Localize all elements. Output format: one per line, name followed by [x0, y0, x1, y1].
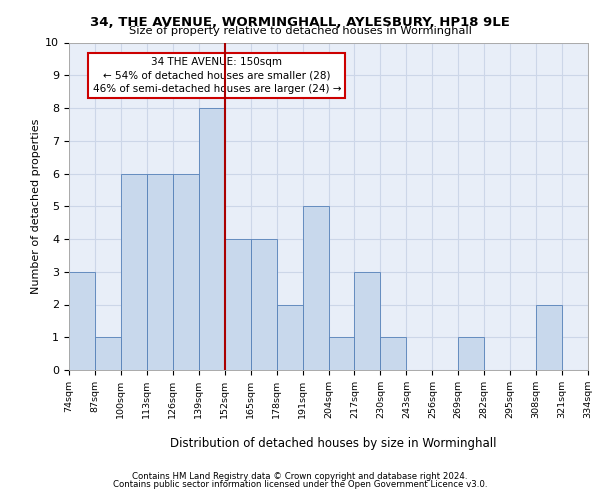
Bar	[199, 108, 224, 370]
Bar	[302, 206, 329, 370]
Bar	[380, 337, 406, 370]
Text: Contains HM Land Registry data © Crown copyright and database right 2024.: Contains HM Land Registry data © Crown c…	[132, 472, 468, 481]
Bar	[147, 174, 173, 370]
Bar	[536, 304, 562, 370]
Text: Size of property relative to detached houses in Worminghall: Size of property relative to detached ho…	[128, 26, 472, 36]
Text: 34, THE AVENUE, WORMINGHALL, AYLESBURY, HP18 9LE: 34, THE AVENUE, WORMINGHALL, AYLESBURY, …	[90, 16, 510, 29]
Bar	[121, 174, 147, 370]
Bar	[458, 337, 484, 370]
Bar	[329, 337, 355, 370]
Y-axis label: Number of detached properties: Number of detached properties	[31, 118, 41, 294]
Text: Contains public sector information licensed under the Open Government Licence v3: Contains public sector information licen…	[113, 480, 487, 489]
Bar	[277, 304, 302, 370]
Text: Distribution of detached houses by size in Worminghall: Distribution of detached houses by size …	[170, 438, 496, 450]
Bar	[251, 239, 277, 370]
Bar	[355, 272, 380, 370]
Bar	[224, 239, 251, 370]
Bar	[173, 174, 199, 370]
Text: 34 THE AVENUE: 150sqm
← 54% of detached houses are smaller (28)
46% of semi-deta: 34 THE AVENUE: 150sqm ← 54% of detached …	[92, 57, 341, 94]
Bar	[69, 272, 95, 370]
Bar	[95, 337, 121, 370]
